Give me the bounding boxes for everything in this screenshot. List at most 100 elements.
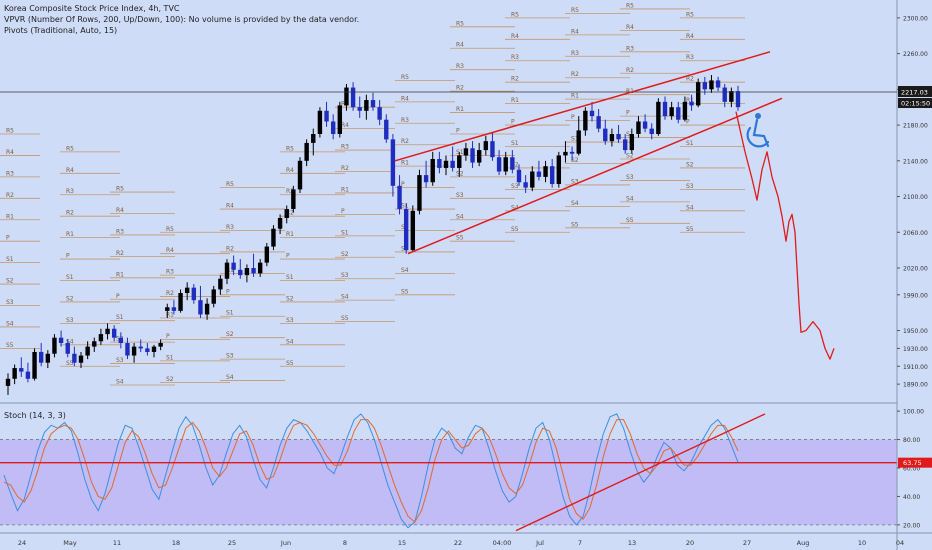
candle-body bbox=[523, 182, 528, 188]
pivot-label: R4 bbox=[571, 28, 579, 35]
pivot-label: R4 bbox=[166, 247, 174, 254]
pivot-label: S2 bbox=[226, 331, 234, 338]
stoch-panel bbox=[0, 413, 897, 532]
pivot-label: P bbox=[571, 114, 575, 121]
candle-body bbox=[596, 116, 601, 129]
candle-body bbox=[470, 148, 475, 163]
pivot-label: S5 bbox=[571, 221, 579, 228]
pivot-label: R2 bbox=[686, 76, 694, 83]
pivot-label: S3 bbox=[116, 357, 124, 364]
pivot-label: R4 bbox=[286, 167, 294, 174]
wheelchair-icon bbox=[746, 113, 770, 148]
forecast-path bbox=[735, 111, 835, 360]
pivot-label: S4 bbox=[116, 379, 124, 386]
candle-body bbox=[569, 151, 575, 154]
pivot-label: S3 bbox=[286, 317, 294, 324]
candle-body bbox=[516, 169, 522, 183]
pivot-label: R1 bbox=[166, 312, 174, 319]
pivot-label: R4 bbox=[401, 95, 409, 102]
pivot-label: S4 bbox=[226, 374, 234, 381]
candle-body bbox=[277, 217, 283, 229]
wheelchair-wheel bbox=[746, 126, 770, 148]
time-tick-label: 04 bbox=[896, 539, 904, 547]
pivot-label: R1 bbox=[66, 231, 74, 238]
last-price-tag bbox=[898, 86, 932, 98]
candle-body bbox=[364, 100, 369, 111]
candle-body bbox=[423, 175, 429, 183]
candle-body bbox=[563, 151, 568, 156]
candle-body bbox=[357, 107, 362, 111]
pivot-label: R3 bbox=[571, 50, 579, 57]
pivot-label: S3 bbox=[66, 317, 74, 324]
pivot-label: S2 bbox=[66, 295, 74, 302]
pivot-label: R2 bbox=[401, 138, 409, 145]
pivot-label: R2 bbox=[66, 210, 74, 217]
pivot-label: R4 bbox=[116, 207, 124, 214]
time-tick-label: 04:00 bbox=[493, 539, 512, 547]
candle-body bbox=[111, 328, 117, 338]
stoch-level-value: 63.75 bbox=[903, 459, 922, 467]
candle-body bbox=[702, 82, 708, 90]
pivot-label: R2 bbox=[571, 71, 579, 78]
candle-body bbox=[443, 160, 449, 168]
pivot-label: P bbox=[226, 288, 230, 295]
price-tick-label: 1890.00 bbox=[903, 382, 928, 389]
candle-body bbox=[52, 337, 57, 354]
pivot-label: S1 bbox=[571, 136, 579, 143]
pivot-label: S5 bbox=[286, 360, 294, 367]
pivot-label: R3 bbox=[166, 269, 174, 276]
candle-body bbox=[676, 107, 681, 120]
pivot-label: S3 bbox=[571, 178, 579, 185]
pivot-label: R4 bbox=[511, 33, 519, 40]
pivot-label: R3 bbox=[6, 170, 14, 177]
pivot-label: R3 bbox=[456, 63, 464, 70]
stoch-tick-label: 40.00 bbox=[903, 494, 920, 501]
pivot-label: S4 bbox=[286, 338, 294, 345]
time-tick-label: Aug bbox=[797, 539, 810, 547]
pivot-label: S1 bbox=[226, 310, 234, 317]
pivot-label: R2 bbox=[6, 192, 14, 199]
candle-body bbox=[38, 351, 44, 363]
price-tick-label: 1930.00 bbox=[903, 346, 928, 353]
pivot-label: R5 bbox=[226, 181, 234, 188]
pivot-label: S4 bbox=[571, 200, 579, 207]
candle-body bbox=[125, 343, 130, 356]
candle-body bbox=[131, 346, 137, 356]
pivot-label: S3 bbox=[226, 353, 234, 360]
pivot-label: S1 bbox=[456, 149, 464, 156]
pivot-label: R5 bbox=[571, 7, 579, 14]
stoch-trendline bbox=[515, 413, 766, 532]
pivot-label: R1 bbox=[456, 106, 464, 113]
stoch-title: Stoch (14, 3, 3) bbox=[4, 411, 66, 420]
pivot-label: R1 bbox=[6, 213, 14, 220]
pivot-label: S1 bbox=[686, 140, 694, 147]
pivot-label: R2 bbox=[116, 250, 124, 257]
last-price-value: 2217.03 bbox=[901, 89, 928, 97]
pivot-label: S4 bbox=[456, 213, 464, 220]
pivot-label: S2 bbox=[511, 161, 519, 168]
candle-body bbox=[72, 353, 77, 363]
pivot-label: P bbox=[626, 110, 630, 117]
stoch-tick-label: 100.00 bbox=[903, 409, 924, 416]
candle-body bbox=[5, 378, 11, 386]
candle-body bbox=[390, 139, 396, 186]
time-tick-label: May bbox=[63, 539, 77, 547]
price-tick-label: 2180.00 bbox=[903, 123, 928, 130]
pivot-label: S2 bbox=[571, 157, 579, 164]
upper-trendline bbox=[394, 51, 771, 162]
candle-body bbox=[284, 209, 289, 218]
pivot-label: R1 bbox=[226, 267, 234, 274]
pivot-label: R5 bbox=[116, 186, 124, 193]
wheelchair-body bbox=[752, 118, 770, 148]
candle-body bbox=[317, 110, 323, 134]
pivot-label: R2 bbox=[456, 85, 464, 92]
pivot-label: S5 bbox=[341, 315, 349, 322]
pivot-label: S1 bbox=[166, 354, 174, 361]
countdown-value: 02:15:50 bbox=[901, 100, 930, 108]
candle-body bbox=[616, 134, 621, 140]
candle-body bbox=[211, 289, 216, 304]
price-tick-label: 1950.00 bbox=[903, 328, 928, 335]
pivot-label: R3 bbox=[511, 54, 519, 61]
